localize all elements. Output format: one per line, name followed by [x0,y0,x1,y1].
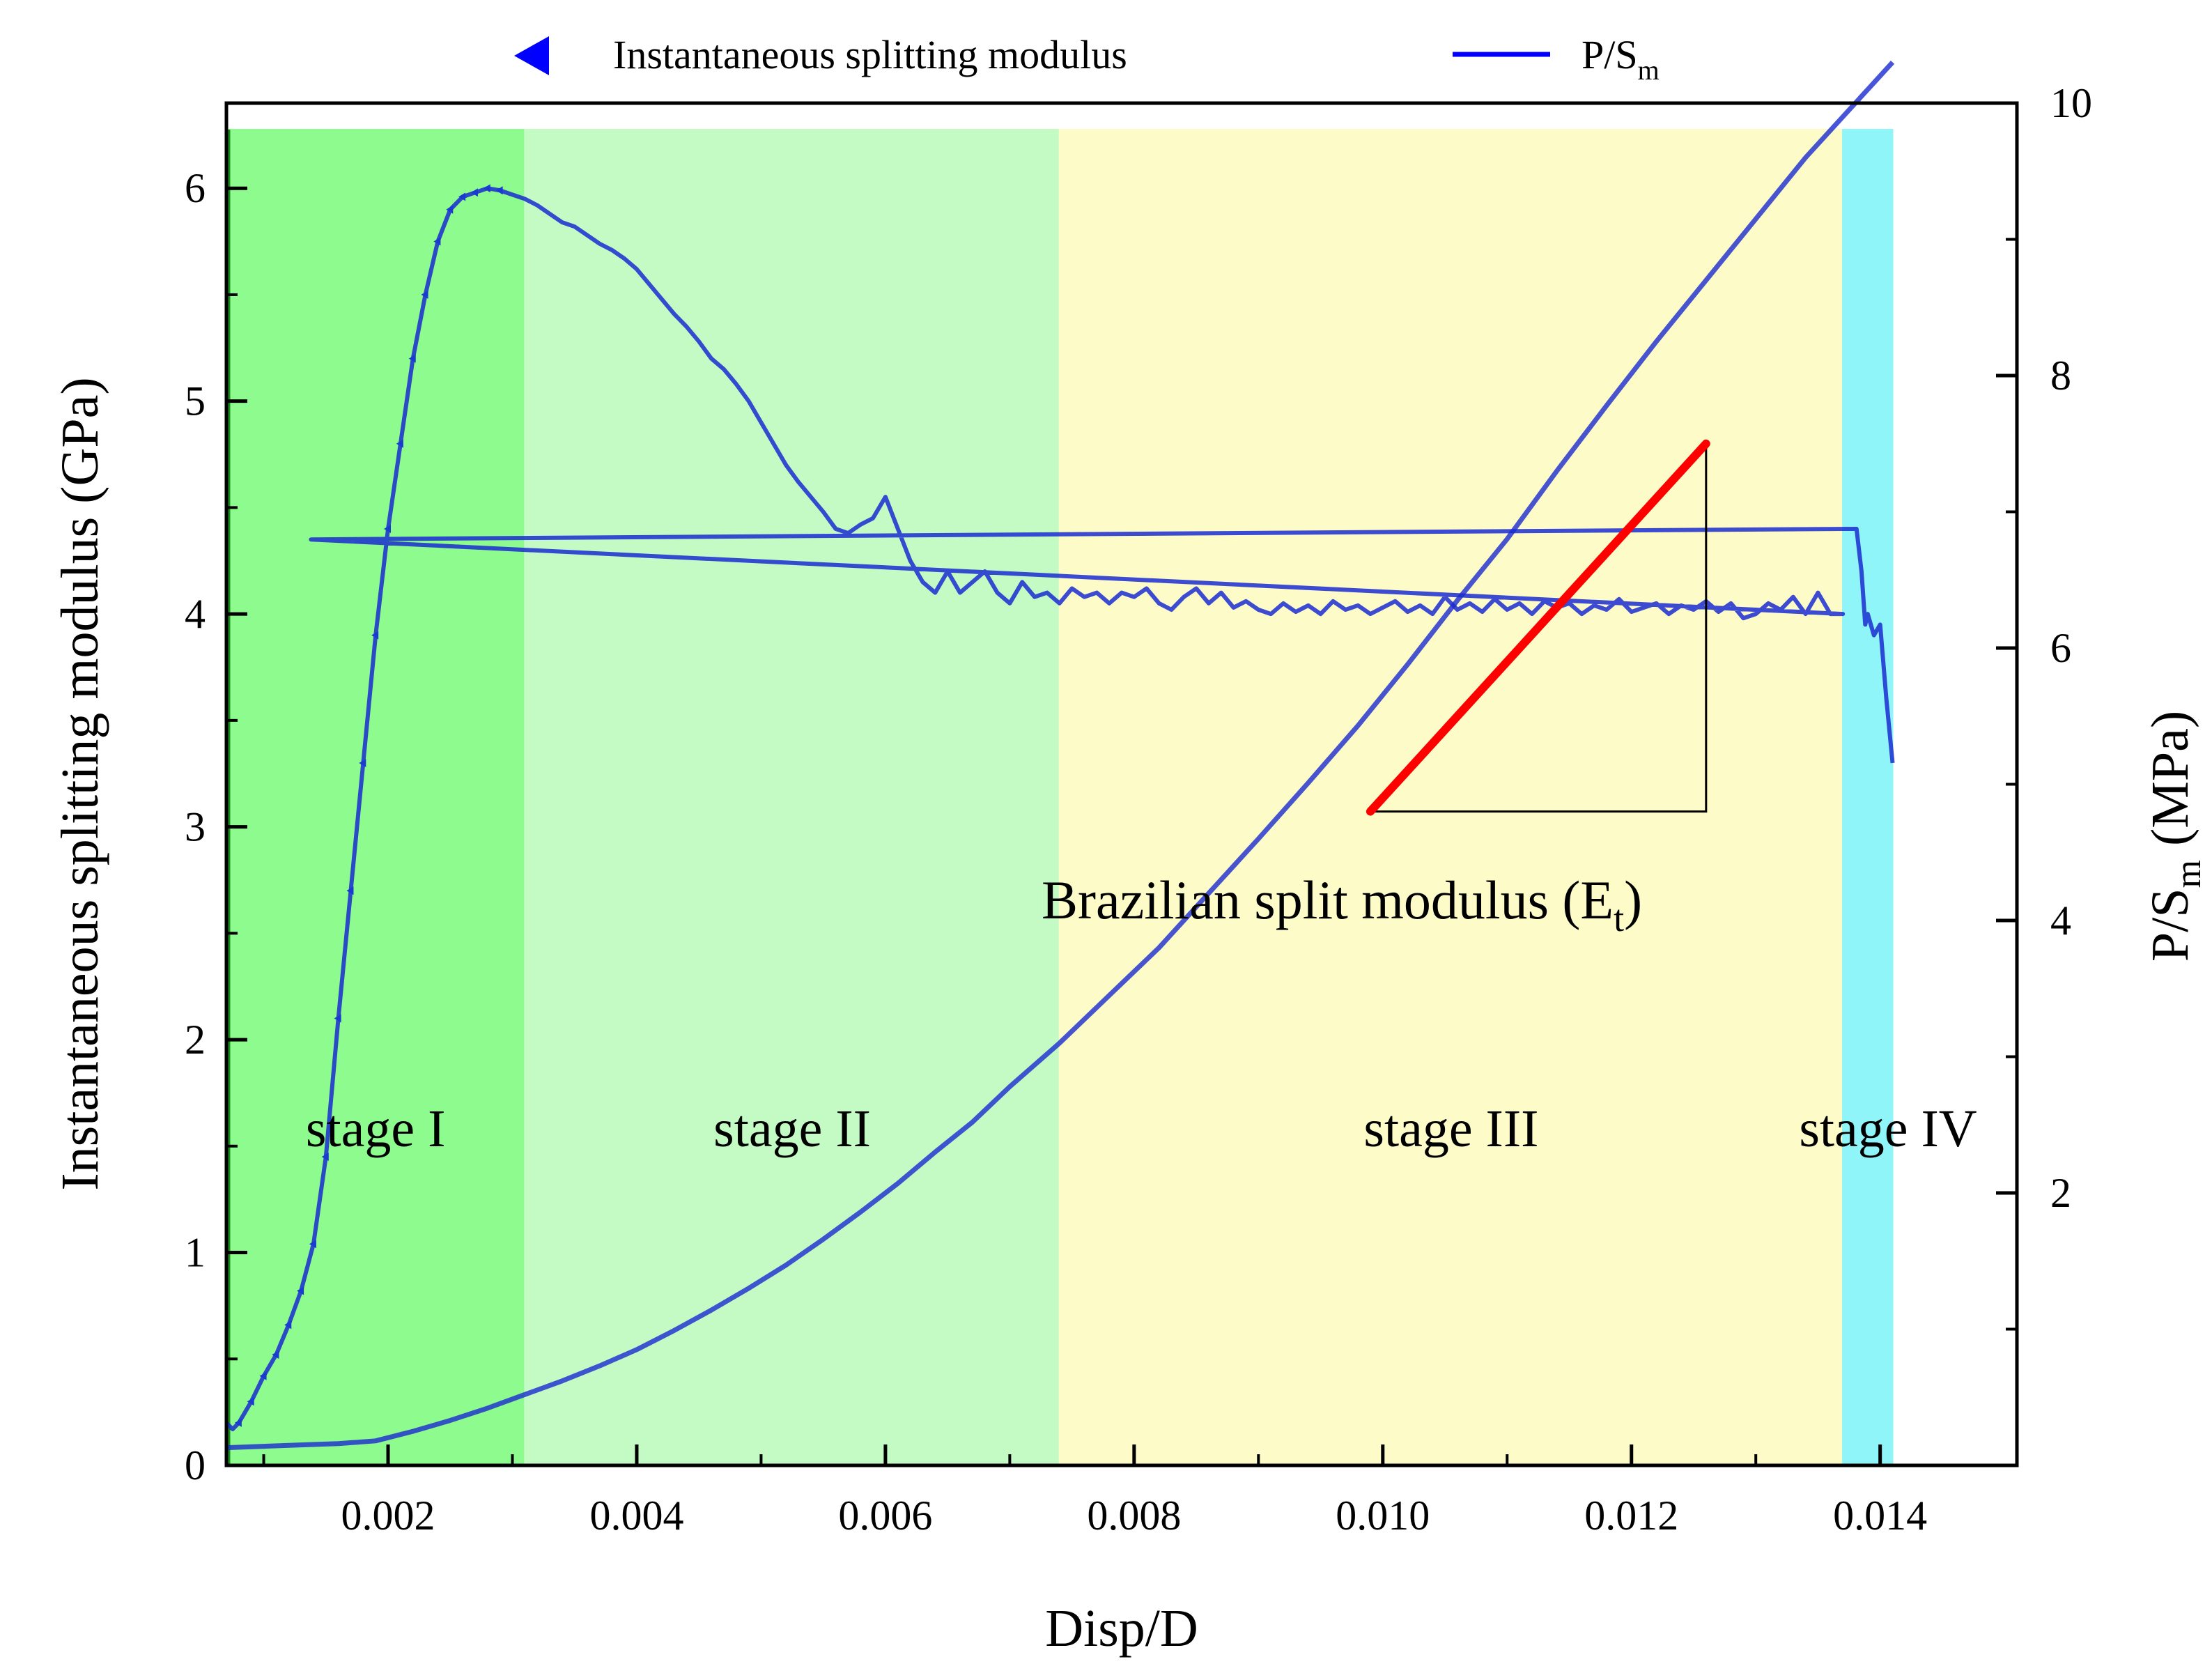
modulus-point-5 [272,1350,279,1359]
y-right-title-sub: m [2169,860,2209,888]
modulus-point-2 [234,1418,242,1427]
y-left-tick-label-5: 5 [185,378,206,424]
modulus-point-3 [247,1397,254,1406]
y-right-title-main: P/S [2141,888,2199,962]
y-right-tick-label-4: 10 [2050,80,2092,126]
modulus-point-23 [495,186,503,195]
annotation-main: Brazilian split modulus (E [1042,870,1614,930]
y-left-tick-label-0: 0 [185,1442,206,1488]
x-tick-label-3: 0.008 [1087,1493,1181,1539]
y-right-tick-label-2: 6 [2050,625,2071,671]
modulus-point-16 [408,354,416,363]
y-right-tick-label-0: 2 [2050,1170,2071,1216]
y-right-axis-title: P/Sm (MPa) [2141,711,2209,962]
annotation-text: Brazilian split modulus (Et) [1042,870,1642,939]
x-tick-label-0: 0.002 [341,1493,435,1539]
series-modulus-line [224,186,1895,1432]
annotation-layer [1366,439,1710,816]
stage-band-1 [226,129,526,1466]
series-psm-line [226,60,1895,1451]
x-axis-title: Disp/D [1045,1599,1198,1658]
y-left-tick-label-6: 6 [185,165,206,211]
modulus-point-17 [421,290,428,299]
stage-label-2: stage II [713,1100,871,1158]
fit-line [1366,439,1710,816]
y-right-axis-ticks: 2 4 6 8 10 [1996,80,2092,1331]
stage-label-3: stage III [1363,1100,1538,1158]
series-layer [224,60,1895,1451]
modulus-point-9 [321,1153,329,1162]
annotation-tail: ) [1624,870,1642,930]
y-right-tick-label-1: 4 [2050,897,2071,943]
y-left-axis-ticks: 0 1 2 3 4 5 6 [185,165,247,1488]
modulus-point-7 [297,1286,304,1295]
modulus-point-15 [396,439,403,448]
x-tick-label-1: 0.004 [589,1493,683,1539]
stage-label-1: stage I [306,1100,445,1158]
stage-bands [226,129,1894,1466]
y-right-tick-label-3: 8 [2050,353,2071,399]
x-tick-label-4: 0.010 [1336,1493,1430,1539]
x-tick-label-5: 0.012 [1584,1493,1678,1539]
x-axis-ticks: 0.002 0.004 0.006 0.008 0.010 0.012 0.014 [262,1444,1927,1539]
modulus-point-18 [433,237,441,246]
modulus-point-13 [371,631,379,640]
modulus-point-10 [334,1014,341,1023]
modulus-point-8 [309,1240,316,1249]
y-right-title-unit: (MPa) [2141,711,2199,846]
y-left-axis-title: Instantaneous splitting modulus (GPa) [51,377,109,1190]
modulus-point-6 [284,1320,292,1330]
legend-label-psm: P/Sm [1581,32,1660,86]
annotation-sub: t [1614,897,1624,939]
modulus-point-19 [446,205,454,214]
y-left-tick-label-2: 2 [185,1017,206,1063]
modulus-point-4 [259,1371,267,1380]
stage-band-3 [1058,129,1844,1466]
legend-psm-sub: m [1638,54,1660,86]
modulus-point-14 [384,524,392,533]
modulus-point-21 [470,188,478,197]
x-tick-label-2: 0.006 [838,1493,932,1539]
y-left-tick-label-3: 3 [185,804,206,850]
y-left-tick-label-1: 1 [185,1230,206,1276]
legend-label-modulus: Instantaneous splitting modulus [613,32,1127,77]
modulus-point-20 [458,192,466,201]
legend-triangle-marker [514,36,549,75]
stage-labels: stage I stage II stage III stage IV [306,1100,1977,1158]
modulus-point-22 [483,184,490,193]
modulus-point-12 [359,758,366,767]
stage-label-4: stage IV [1799,1100,1977,1158]
x-tick-label-6: 0.014 [1833,1493,1927,1539]
modulus-point-11 [346,886,354,895]
stage-band-2 [524,129,1060,1466]
stage-band-4 [1842,129,1894,1466]
legend: Instantaneous splitting modulus P/Sm [514,32,1660,86]
tangent-triangle [1370,443,1708,813]
legend-psm-main: P/S [1581,32,1638,77]
y-left-tick-label-4: 4 [185,591,206,637]
